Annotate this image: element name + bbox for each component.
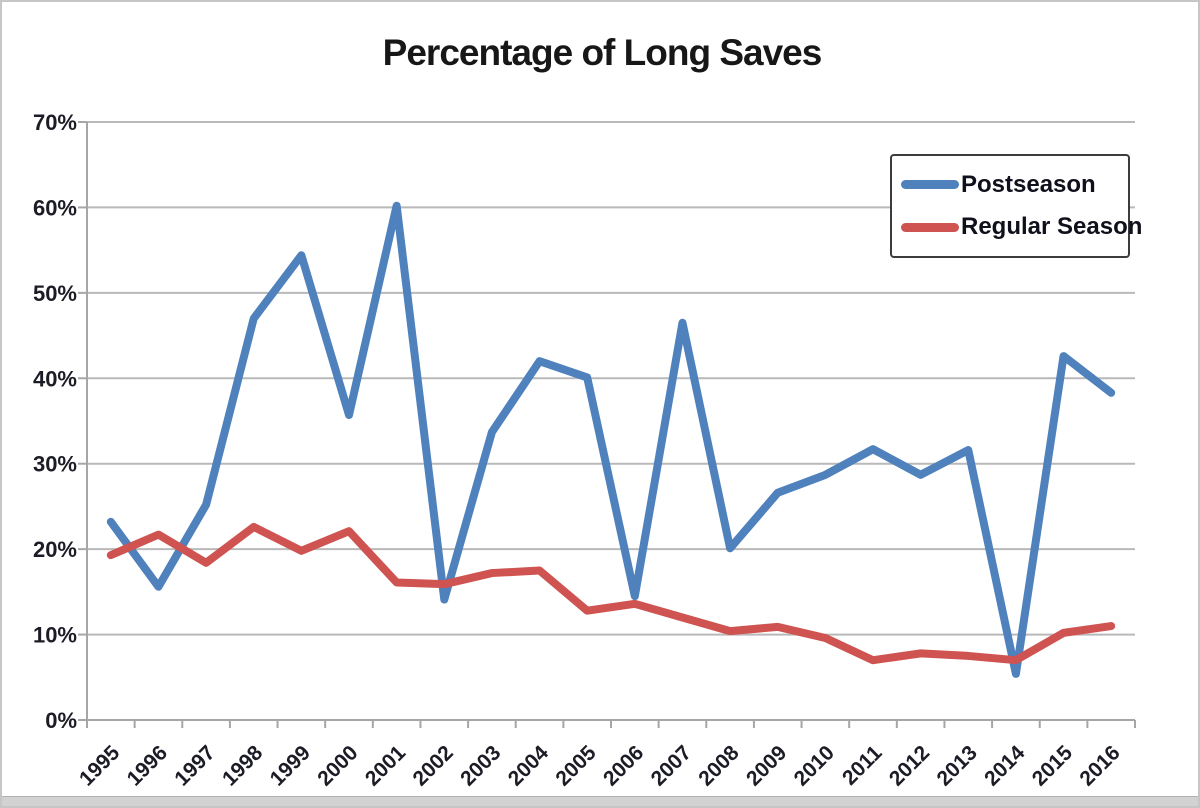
x-axis-tick-label: 2009 — [742, 741, 791, 790]
x-axis-tick-label: 2014 — [980, 741, 1030, 791]
y-axis-tick-label: 20% — [33, 537, 77, 562]
legend-entry-regular-season: Regular Season — [901, 213, 1142, 241]
x-axis-tick-label: 1995 — [75, 741, 125, 791]
legend-entry-postseason: Postseason — [901, 171, 1128, 199]
y-axis-tick-label: 30% — [33, 452, 77, 477]
regular-season-line-swatch — [901, 222, 959, 232]
x-axis-tick-label: 2004 — [504, 741, 554, 791]
window-bottom-edge — [2, 796, 1198, 806]
legend-label-postseason: Postseason — [961, 170, 1096, 198]
x-axis-tick-label: 2010 — [790, 741, 839, 790]
y-axis-tick-label: 70% — [33, 110, 77, 135]
series-line-regular-season — [106, 522, 1116, 665]
x-axis-tick-label: 2003 — [456, 741, 505, 790]
y-axis-tick-label: 60% — [33, 195, 77, 220]
x-axis-tick-label: 2011 — [838, 741, 887, 790]
x-axis-tick-label: 2006 — [599, 741, 648, 790]
y-axis-tick-label: 0% — [45, 708, 77, 733]
x-axis-tick-label: 2015 — [1028, 741, 1078, 791]
x-axis-tick-label: 2000 — [313, 741, 362, 790]
x-axis-tick-label: 2016 — [1075, 741, 1124, 790]
x-axis-tick-label: 1998 — [218, 741, 268, 791]
legend-label-regular-season: Regular Season — [961, 213, 1143, 241]
legend: Postseason Regular Season — [890, 154, 1142, 258]
x-axis-tick-label: 2008 — [694, 741, 744, 791]
chart-title: Percentage of Long Saves — [382, 32, 823, 73]
y-axis-tick-label: 10% — [33, 623, 77, 648]
postseason-line-swatch — [901, 180, 959, 190]
x-axis-tick-label: 1999 — [266, 741, 315, 790]
series-line-postseason — [106, 201, 1116, 678]
x-axis-tick-label: 2002 — [409, 741, 458, 790]
x-axis-tick-label: 1996 — [123, 741, 172, 790]
x-axis-tick-label: 2013 — [933, 741, 982, 790]
y-axis-tick-label: 50% — [33, 281, 77, 306]
x-axis-tick-label: 2007 — [647, 741, 696, 790]
x-axis-tick-label: 2001 — [361, 741, 411, 791]
x-axis-tick-label: 2012 — [885, 741, 934, 790]
y-axis-tick-label: 40% — [33, 366, 77, 391]
x-axis-tick-label: 2005 — [551, 741, 601, 791]
x-axis-tick-label: 1997 — [170, 741, 219, 790]
